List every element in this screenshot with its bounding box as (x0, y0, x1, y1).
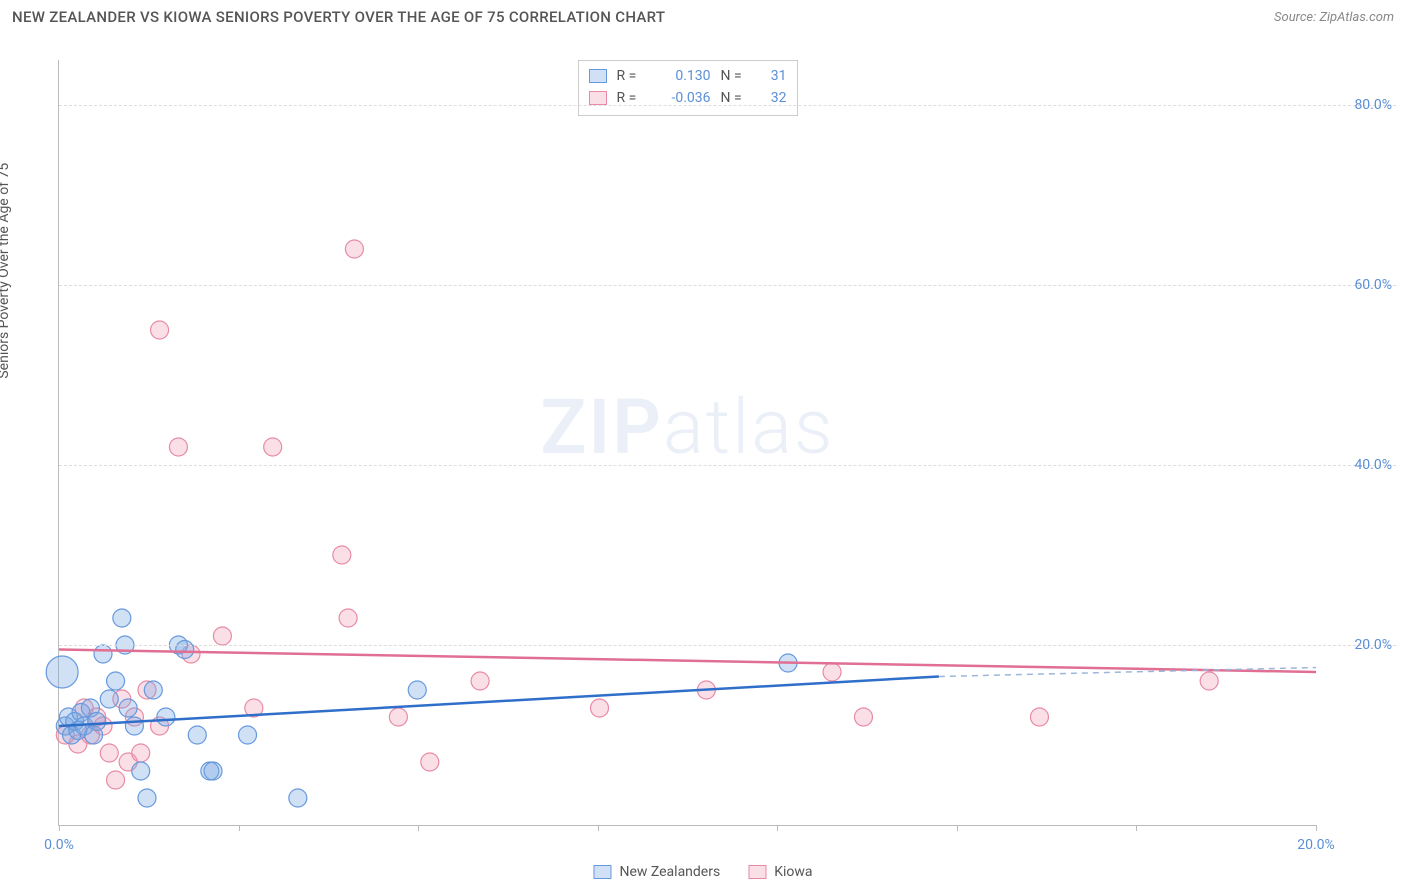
x-tick (598, 825, 599, 831)
data-point (151, 321, 169, 339)
data-point (333, 546, 351, 564)
data-point (132, 744, 150, 762)
data-point (339, 609, 357, 627)
data-point (113, 609, 131, 627)
data-point (88, 713, 106, 731)
chart-title: NEW ZEALANDER VS KIOWA SENIORS POVERTY O… (12, 8, 665, 26)
data-point (119, 699, 137, 717)
data-point (125, 717, 143, 735)
data-point (204, 762, 222, 780)
y-tick-label: 40.0% (1354, 457, 1392, 473)
data-point (389, 708, 407, 726)
x-tick (1136, 825, 1137, 831)
data-point (213, 627, 231, 645)
data-point (823, 663, 841, 681)
gridline (59, 285, 1396, 286)
plot-region: ZIPatlas R = 0.130 N = 31 R = -0.036 N =… (58, 60, 1316, 826)
data-point (289, 789, 307, 807)
data-point (94, 645, 112, 663)
chart-source: Source: ZipAtlas.com (1274, 10, 1394, 25)
scatter-svg (59, 60, 1316, 825)
data-point (144, 681, 162, 699)
data-point (471, 672, 489, 690)
trend-line (59, 677, 939, 727)
data-point (176, 641, 194, 659)
data-point (132, 762, 150, 780)
data-point (107, 771, 125, 789)
x-tick (239, 825, 240, 831)
data-point (100, 744, 118, 762)
pink-swatch-icon (748, 865, 766, 879)
x-tick-label: 20.0% (1297, 837, 1335, 853)
x-tick (59, 825, 60, 831)
legend: New Zealanders Kiowa (593, 864, 812, 880)
data-point (408, 681, 426, 699)
data-point (100, 690, 118, 708)
data-point (169, 438, 187, 456)
gridline (59, 465, 1396, 466)
chart-header: NEW ZEALANDER VS KIOWA SENIORS POVERTY O… (0, 0, 1406, 30)
x-tick (418, 825, 419, 831)
data-point (264, 438, 282, 456)
legend-item: Kiowa (748, 864, 812, 880)
data-point (46, 656, 78, 688)
data-point (345, 240, 363, 258)
x-tick (1316, 825, 1317, 831)
trend-line (59, 650, 1316, 673)
gridline (59, 645, 1396, 646)
data-point (854, 708, 872, 726)
legend-item: New Zealanders (593, 864, 720, 880)
y-tick-label: 60.0% (1354, 277, 1392, 293)
data-point (107, 672, 125, 690)
data-point (239, 726, 257, 744)
data-point (157, 708, 175, 726)
y-tick-label: 20.0% (1354, 637, 1392, 653)
data-point (1030, 708, 1048, 726)
x-tick (777, 825, 778, 831)
gridline (59, 105, 1396, 106)
data-point (1200, 672, 1218, 690)
y-axis-label: Seniors Poverty Over the Age of 75 (0, 163, 12, 379)
x-tick-label: 0.0% (44, 837, 74, 853)
chart-area: Seniors Poverty Over the Age of 75 ZIPat… (10, 32, 1396, 882)
y-tick-label: 80.0% (1354, 97, 1392, 113)
data-point (591, 699, 609, 717)
legend-label: New Zealanders (619, 864, 720, 880)
blue-swatch-icon (593, 865, 611, 879)
legend-label: Kiowa (774, 864, 812, 880)
x-tick (957, 825, 958, 831)
data-point (138, 789, 156, 807)
data-point (188, 726, 206, 744)
data-point (421, 753, 439, 771)
